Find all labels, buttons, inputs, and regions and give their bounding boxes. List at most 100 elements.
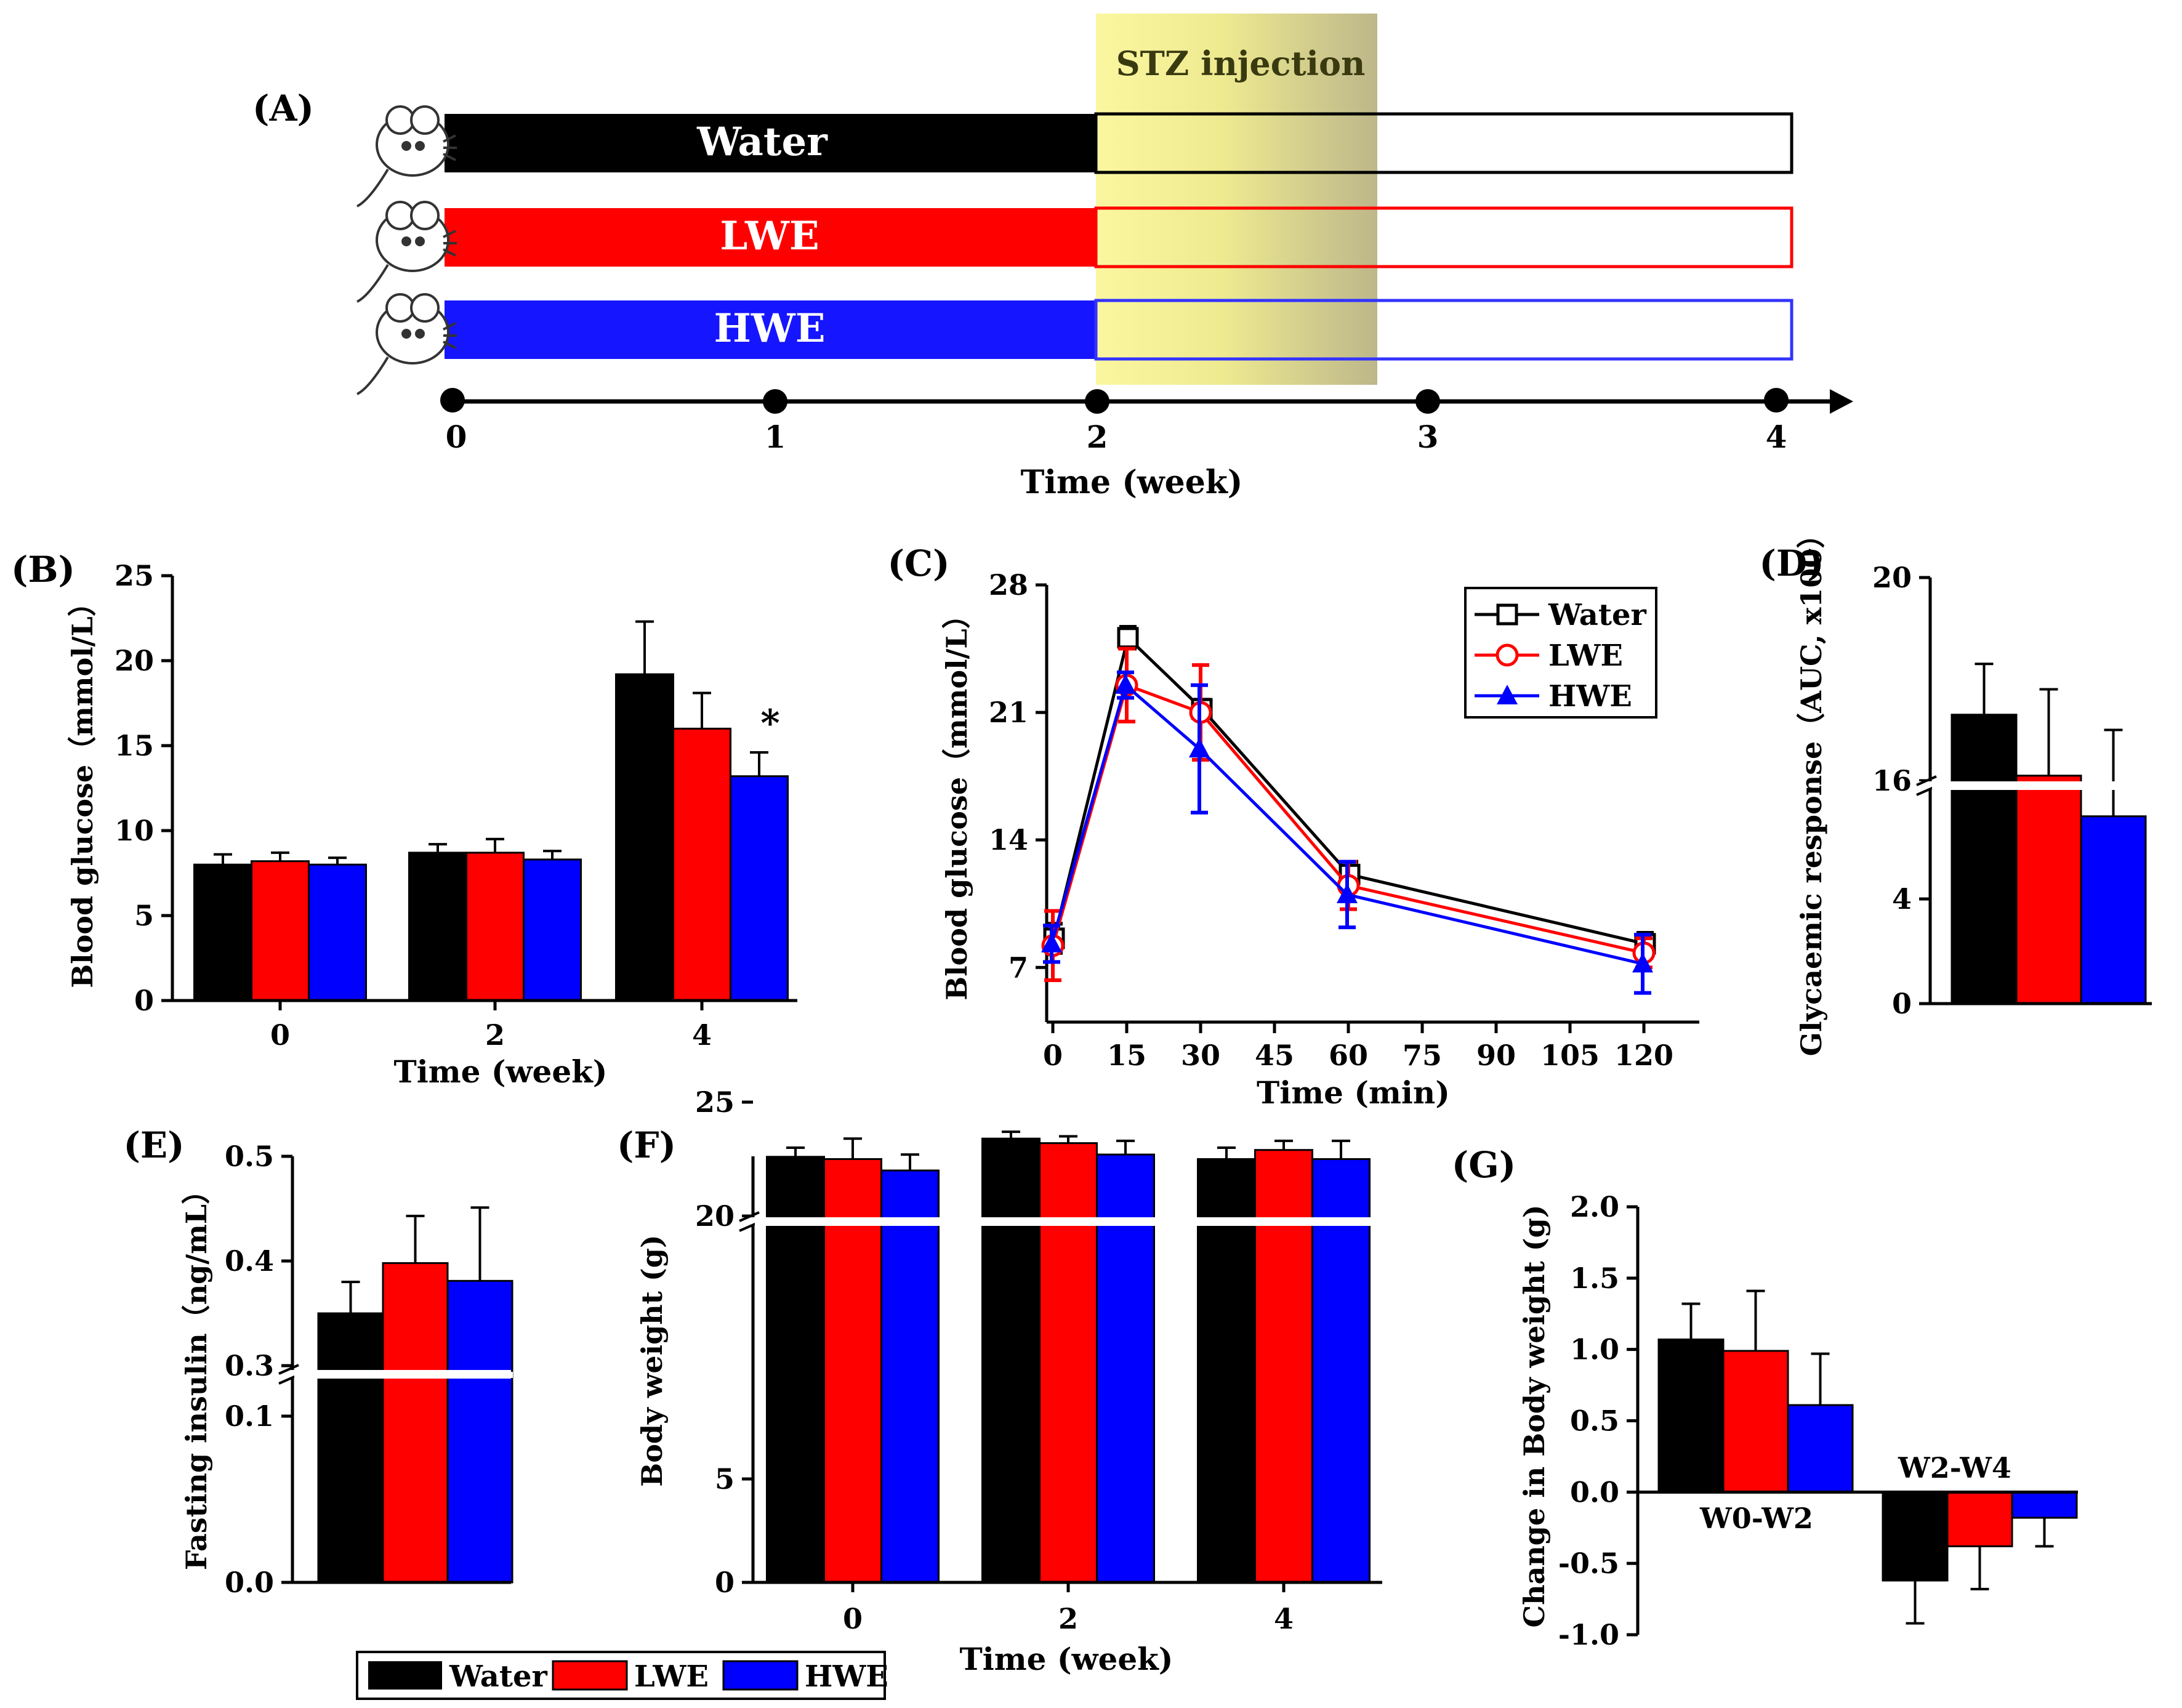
mouse-icon bbox=[356, 293, 457, 395]
panel-g-chart: (G) -1.0 -0.5 0.0 0.5 1.0 1.5 2.0 W0-W2 W2-W4 Chan… bbox=[1452, 1144, 2078, 1651]
y-tick-label: 4 bbox=[1892, 882, 1912, 916]
x-tick-label: 105 bbox=[1540, 1039, 1600, 1072]
panel-c-chart: (C) 7 14 21 28 0 15 30 45 60 75 90 105 120 Water LWE HWE… bbox=[887, 542, 1699, 1111]
bar-hwe bbox=[2011, 1491, 2078, 1519]
y-tick-label: 15 bbox=[115, 729, 154, 762]
data-point-hwe bbox=[1115, 674, 1136, 694]
bar-hwe bbox=[730, 775, 789, 1002]
y-tick-label: 0.1 bbox=[225, 1400, 274, 1433]
legend-swatch-lwe bbox=[552, 1660, 628, 1691]
x-tick-label: 0 bbox=[843, 1602, 863, 1635]
legend-label: HWE bbox=[1548, 679, 1632, 714]
y-tick-label: 7 bbox=[1008, 951, 1028, 984]
panel-f-chart: (F) 0 2 4 0 5 20 25 Time (week) Body weight (g) bbox=[617, 1086, 1384, 1677]
panel-label: (D) bbox=[1759, 542, 1824, 584]
panel-a-timeline: (A) STZ injection Water LWE HWE bbox=[252, 14, 1853, 501]
x-tick-label: 0 bbox=[1043, 1039, 1063, 1072]
timeline-tick: 1 bbox=[765, 419, 786, 455]
timeline-dot bbox=[1085, 389, 1109, 414]
x-tick-label: 60 bbox=[1329, 1039, 1368, 1072]
axis-break-gap bbox=[1932, 783, 2154, 789]
y-tick-label: -0.5 bbox=[1558, 1547, 1619, 1580]
y-tick-label: 2.0 bbox=[1570, 1190, 1619, 1223]
lwe-row-label: LWE bbox=[720, 213, 819, 259]
y-axis-label: Body weight (g) bbox=[635, 1235, 669, 1486]
timeline-tick: 0 bbox=[446, 419, 467, 455]
x-axis-label: Time (week) bbox=[394, 1053, 608, 1090]
legend-label-lwe: LWE bbox=[634, 1659, 709, 1694]
group-row-lwe: LWE bbox=[445, 206, 1794, 268]
bar-water bbox=[981, 1137, 1041, 1584]
y-tick-label: 10 bbox=[115, 814, 154, 847]
y-axis-label: Blood glucose（mmol/L） bbox=[66, 588, 99, 988]
axis-break-gap bbox=[755, 1219, 1384, 1225]
panel-a-label: (A) bbox=[252, 87, 314, 129]
legend: Water LWE HWE bbox=[356, 1651, 888, 1700]
bar-water bbox=[1657, 1338, 1725, 1493]
panel-label: (G) bbox=[1452, 1144, 1516, 1186]
y-tick-label: -1.0 bbox=[1558, 1618, 1619, 1651]
bar-water bbox=[1882, 1491, 1949, 1582]
y-axis-label: Blood glucose（mmol/L） bbox=[940, 600, 973, 1000]
bar-lwe bbox=[672, 727, 731, 1002]
y-tick-label: 20 bbox=[115, 644, 154, 677]
panel-label: (C) bbox=[887, 542, 949, 584]
x-tick-label: 45 bbox=[1255, 1039, 1294, 1072]
significance-marker: * bbox=[760, 702, 779, 745]
y-axis-label: Glycaemic response（AUC, x100） bbox=[1795, 520, 1828, 1057]
data-point-hwe bbox=[1632, 953, 1653, 973]
lwe-treated-bar bbox=[445, 208, 1096, 267]
x-tick-label: 2 bbox=[485, 1018, 505, 1052]
y-tick-label: 0.0 bbox=[1570, 1475, 1619, 1509]
data-point-hwe bbox=[1337, 883, 1358, 903]
y-tick-label: 25 bbox=[695, 1086, 735, 1119]
y-tick-label: 20 bbox=[1872, 561, 1912, 594]
legend-label-water: Water bbox=[449, 1659, 548, 1694]
x-tick-label: 15 bbox=[1107, 1039, 1146, 1072]
x-tick-label: 2 bbox=[1058, 1602, 1078, 1635]
y-tick-label: 25 bbox=[115, 559, 154, 592]
bar-water bbox=[1951, 714, 2018, 1005]
y-tick-label: 5 bbox=[715, 1462, 735, 1496]
axis-break-mark bbox=[739, 1211, 760, 1222]
group-row-hwe: HWE bbox=[445, 299, 1794, 361]
stz-label: STZ injection bbox=[1116, 44, 1366, 83]
legend-swatch-water bbox=[368, 1661, 442, 1690]
bar-hwe bbox=[523, 858, 582, 1002]
timeline-dot bbox=[763, 389, 787, 414]
data-point-water bbox=[1117, 627, 1139, 649]
y-tick-label: 1.0 bbox=[1570, 1333, 1619, 1366]
mouse-icon bbox=[356, 201, 457, 303]
y-tick-label: 0 bbox=[715, 1566, 735, 1599]
bar-hwe bbox=[1787, 1404, 1854, 1493]
y-tick-label: 16 bbox=[1872, 764, 1912, 797]
data-point-hwe bbox=[1189, 738, 1210, 758]
water-followup-bar bbox=[1094, 112, 1794, 174]
y-tick-label: 14 bbox=[989, 823, 1028, 856]
x-tick-label: 4 bbox=[1274, 1602, 1294, 1635]
hwe-followup-bar bbox=[1094, 299, 1794, 361]
axis-break-mark bbox=[278, 1364, 299, 1375]
timeline-xlabel: Time (week) bbox=[1021, 464, 1243, 501]
bar-water bbox=[408, 852, 467, 1002]
timeline-tick: 2 bbox=[1087, 419, 1108, 455]
bar-lwe bbox=[823, 1158, 882, 1584]
mouse-icon bbox=[356, 105, 457, 207]
water-row-label: Water bbox=[696, 119, 828, 165]
bar-lwe bbox=[1722, 1350, 1789, 1493]
timeline-dot bbox=[440, 388, 465, 413]
y-tick-label: 0.4 bbox=[225, 1244, 274, 1278]
y-tick-label: 0 bbox=[134, 984, 154, 1017]
hwe-row-label: HWE bbox=[714, 305, 825, 352]
category-label: W2-W4 bbox=[1898, 1451, 2011, 1484]
bar-lwe bbox=[1039, 1142, 1098, 1584]
bar-lwe bbox=[1946, 1491, 2013, 1547]
axis-break-gap bbox=[294, 1372, 513, 1378]
timeline-arrow bbox=[1830, 389, 1853, 414]
y-tick-label: 0.0 bbox=[225, 1566, 274, 1599]
stz-window bbox=[1096, 14, 1377, 385]
bar-lwe bbox=[1254, 1149, 1313, 1584]
y-tick-label: 20 bbox=[695, 1199, 735, 1233]
timeline-tick: 3 bbox=[1417, 419, 1439, 455]
